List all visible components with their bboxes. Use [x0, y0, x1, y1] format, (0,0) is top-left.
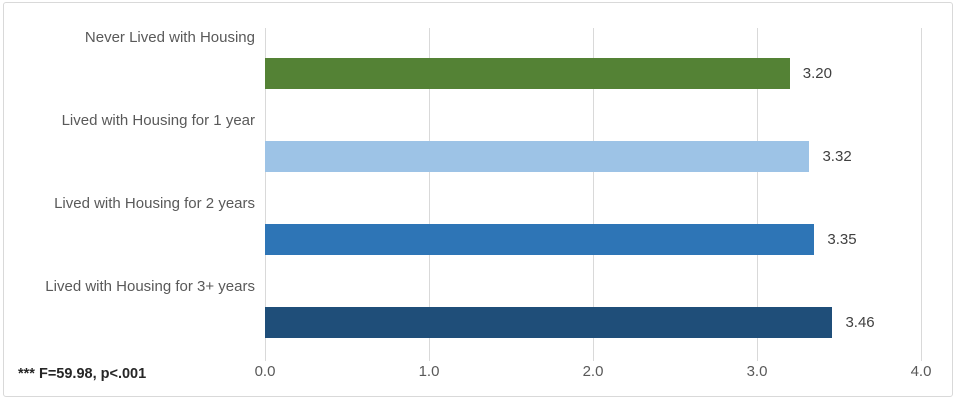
bar-row: 3.35 — [265, 194, 921, 277]
gridline — [756, 28, 758, 361]
x-tick-label: 2.0 — [582, 363, 604, 380]
x-tick-label: 3.0 — [746, 363, 768, 380]
bar-value-label: 3.35 — [827, 231, 857, 248]
chart-frame — [3, 2, 953, 397]
bar — [265, 141, 810, 172]
gridline — [592, 28, 594, 361]
category-label: Never Lived with Housing — [84, 29, 255, 46]
gridline — [428, 28, 430, 361]
category-label: Lived with Housing for 2 years — [54, 195, 255, 212]
bar — [265, 307, 833, 338]
category-label: Lived with Housing for 3+ years — [45, 278, 255, 295]
x-tick-label: 0.0 — [254, 363, 276, 380]
stats-footnote: *** F=59.98, p<.001 — [18, 366, 147, 382]
bar-row: 3.20 — [265, 28, 921, 111]
bar-row: 3.46 — [265, 277, 921, 360]
bar-value-label: 3.20 — [802, 65, 832, 82]
x-tick-label: 4.0 — [910, 363, 932, 380]
bar — [265, 58, 790, 89]
plot-area: 3.20 3.32 3.35 3.46 — [264, 28, 922, 361]
gridline — [920, 28, 922, 361]
x-tick-label: 1.0 — [418, 363, 440, 380]
y-axis-line — [264, 28, 266, 361]
category-labels: Never Lived with Housing Lived with Housi… — [0, 28, 255, 360]
category-label: Lived with Housing for 1 year — [61, 112, 255, 129]
bar-value-label: 3.32 — [822, 148, 852, 165]
bar — [265, 224, 815, 255]
bar-value-label: 3.46 — [845, 314, 875, 331]
bar-row: 3.32 — [265, 111, 921, 194]
x-axis: 0.0 1.0 2.0 3.0 4.0 — [255, 363, 932, 387]
